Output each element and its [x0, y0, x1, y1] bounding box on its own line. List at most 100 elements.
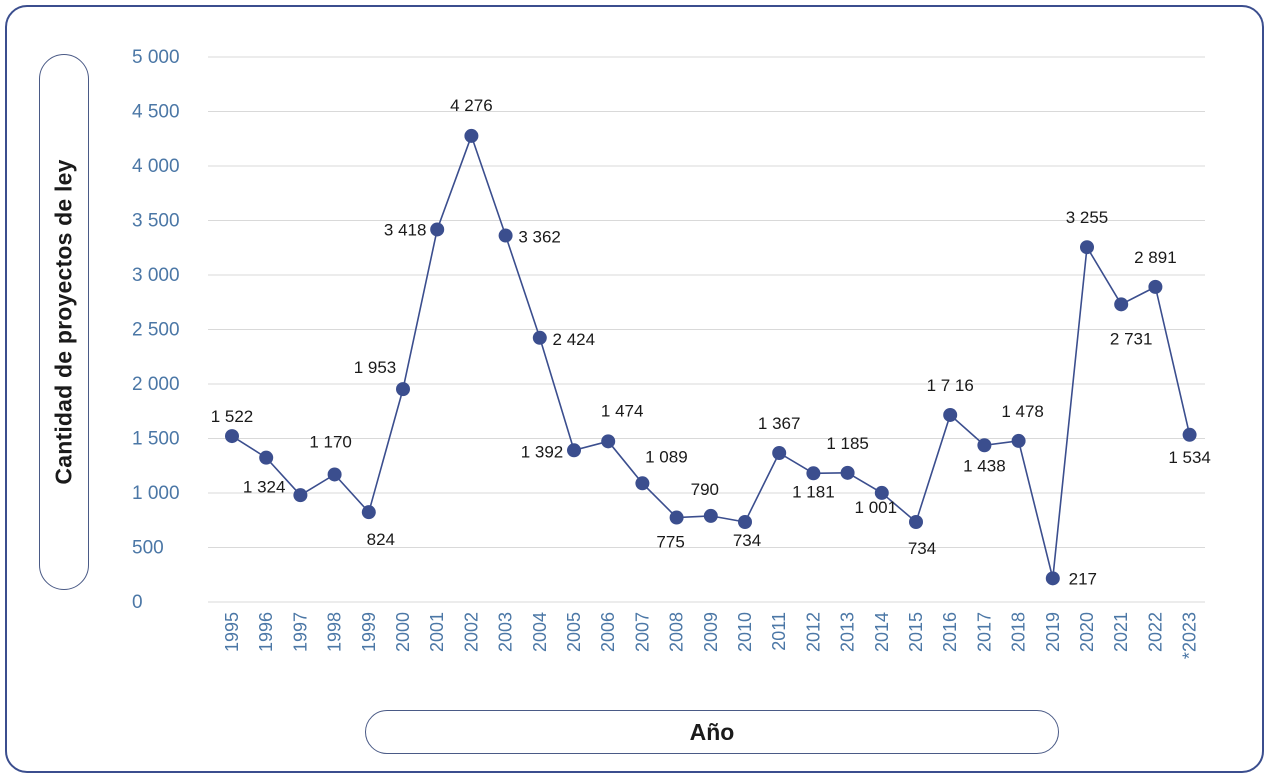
data-label: 734 [733, 531, 761, 550]
x-tick-label: 2013 [838, 612, 858, 652]
data-point [909, 514, 923, 529]
data-point [943, 407, 958, 422]
x-tick-label: 2002 [461, 612, 481, 652]
data-point [669, 510, 684, 525]
data-point [806, 466, 821, 481]
grid-lines [208, 56, 1205, 603]
x-tick-label: 1996 [256, 612, 276, 652]
data-point [1045, 571, 1060, 586]
data-point [567, 443, 581, 458]
data-labels: 1 522 1 324 1 170 824 1 953 3 418 4 276 3 362 2 … [211, 96, 1211, 588]
x-tick-label: 1999 [359, 612, 379, 652]
data-point [601, 434, 616, 449]
data-label: 1 438 [963, 456, 1006, 475]
data-label: 1 089 [645, 447, 688, 466]
data-label: 1 324 [243, 478, 286, 497]
data-point [1148, 279, 1163, 294]
data-point [464, 128, 479, 143]
data-point [1011, 433, 1026, 448]
y-axis-ticks: 0 500 1 000 1 500 2 000 2 500 3 000 3 500 4 000 4… [132, 47, 180, 613]
data-point [635, 476, 650, 491]
data-label: 1 185 [826, 434, 869, 453]
x-tick-label: 1998 [325, 612, 345, 652]
data-label: 775 [656, 533, 684, 552]
data-label: 1 367 [758, 414, 801, 433]
data-label: 3 255 [1066, 208, 1109, 227]
x-tick-label: 2003 [496, 612, 516, 652]
data-label: 1 170 [309, 432, 352, 451]
x-tick-label: 2019 [1043, 612, 1063, 652]
x-axis-label: Año [689, 718, 735, 745]
x-tick-label: 2014 [872, 612, 892, 652]
data-label: 2 424 [553, 330, 596, 349]
data-label: 2 731 [1110, 329, 1153, 348]
data-point [293, 488, 308, 503]
x-tick-label: 2008 [667, 612, 687, 652]
x-tick-label: 2020 [1077, 612, 1097, 652]
y-tick-label: 3 000 [132, 265, 180, 286]
x-tick-label: 2016 [940, 612, 960, 652]
x-tick-label: 2017 [974, 612, 994, 652]
data-label: 1 478 [1001, 402, 1044, 421]
chart-frame [5, 5, 1264, 773]
x-tick-label: 2022 [1145, 612, 1165, 652]
x-tick-label: 2009 [701, 612, 721, 652]
data-label: 1 392 [521, 442, 564, 461]
data-label: 734 [908, 539, 936, 558]
x-tick-label: 2018 [1009, 612, 1029, 652]
data-point [361, 505, 376, 520]
data-point [1114, 297, 1129, 312]
x-tick-label: 1997 [290, 612, 310, 652]
y-tick-label: 2 000 [132, 374, 180, 395]
x-tick-label: 2001 [427, 612, 447, 652]
y-tick-label: 1 000 [132, 483, 180, 504]
data-label: 1 474 [601, 401, 644, 420]
x-tick-label: 2007 [632, 612, 652, 652]
series-markers [225, 128, 1197, 586]
data-point [840, 465, 855, 480]
x-tick-label: 2012 [803, 612, 823, 652]
data-point [738, 514, 752, 529]
data-label: 790 [691, 480, 719, 499]
x-tick-label: 2011 [769, 612, 789, 651]
data-label: 3 362 [518, 228, 561, 247]
x-tick-label: 1995 [222, 612, 242, 652]
data-point [225, 429, 239, 444]
x-tick-label: 2021 [1111, 612, 1131, 652]
y-tick-label: 4 000 [132, 156, 180, 177]
x-axis-label-pill: Año [365, 710, 1059, 754]
x-tick-label: 2004 [530, 612, 550, 652]
data-label: 2 891 [1134, 248, 1177, 267]
y-tick-label: 1 500 [132, 429, 180, 450]
data-label: 824 [367, 530, 395, 549]
data-label: 4 276 [450, 96, 493, 115]
data-point [772, 445, 787, 460]
y-tick-label: 2 500 [132, 320, 180, 341]
x-tick-label: 2005 [564, 612, 584, 652]
data-point [1182, 427, 1197, 442]
data-label: 1 001 [855, 498, 898, 517]
data-label: 1 522 [211, 407, 254, 426]
x-tick-label: 2006 [598, 612, 618, 652]
data-point [703, 508, 718, 523]
y-axis-label-pill [39, 54, 89, 590]
x-axis-ticks: 1995 1996 1997 1998 1999 2000 2001 2002 2003 2004… [222, 612, 1200, 659]
data-label: 1 534 [1168, 448, 1211, 467]
data-label: 1 953 [354, 358, 397, 377]
x-tick-label: *2023 [1180, 612, 1200, 659]
x-tick-label: 2010 [735, 612, 755, 652]
data-point [327, 467, 342, 482]
data-label: 1 7 16 [927, 376, 974, 395]
data-point [259, 450, 274, 465]
y-tick-label: 0 [132, 592, 143, 613]
data-point [1080, 240, 1094, 255]
x-tick-label: 2015 [906, 612, 926, 652]
y-tick-label: 5 000 [132, 47, 180, 68]
data-point [430, 222, 445, 237]
data-point [498, 228, 513, 243]
y-tick-label: 3 500 [132, 211, 180, 232]
y-tick-label: 500 [132, 538, 164, 559]
y-tick-label: 4 500 [132, 102, 180, 123]
data-point [396, 382, 410, 397]
